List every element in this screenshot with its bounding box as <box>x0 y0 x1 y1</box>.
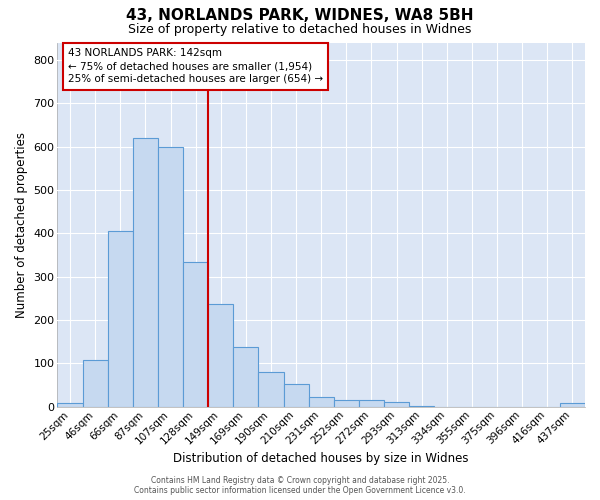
Bar <box>308 398 334 407</box>
Bar <box>108 231 133 407</box>
Bar <box>384 402 409 407</box>
Bar <box>183 262 208 407</box>
Bar <box>58 404 83 407</box>
Bar <box>233 348 259 407</box>
Bar <box>409 406 434 407</box>
Bar <box>560 404 585 407</box>
Bar <box>334 400 359 407</box>
X-axis label: Distribution of detached houses by size in Widnes: Distribution of detached houses by size … <box>173 452 469 465</box>
Text: Contains HM Land Registry data © Crown copyright and database right 2025.
Contai: Contains HM Land Registry data © Crown c… <box>134 476 466 495</box>
Bar <box>359 400 384 407</box>
Text: Size of property relative to detached houses in Widnes: Size of property relative to detached ho… <box>128 22 472 36</box>
Bar <box>158 148 183 407</box>
Bar <box>259 372 284 407</box>
Bar <box>284 384 308 407</box>
Text: 43, NORLANDS PARK, WIDNES, WA8 5BH: 43, NORLANDS PARK, WIDNES, WA8 5BH <box>126 8 474 22</box>
Bar <box>133 138 158 407</box>
Y-axis label: Number of detached properties: Number of detached properties <box>15 132 28 318</box>
Bar <box>208 304 233 407</box>
Bar <box>83 360 108 407</box>
Text: 43 NORLANDS PARK: 142sqm
← 75% of detached houses are smaller (1,954)
25% of sem: 43 NORLANDS PARK: 142sqm ← 75% of detach… <box>68 48 323 84</box>
